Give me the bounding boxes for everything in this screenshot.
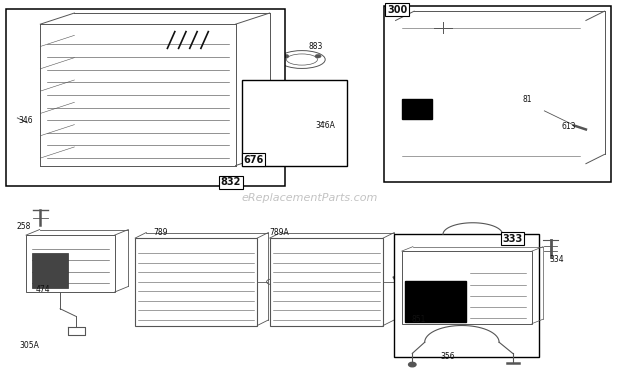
Circle shape <box>409 362 416 367</box>
Text: 474: 474 <box>36 285 51 294</box>
Circle shape <box>498 71 504 75</box>
Circle shape <box>518 71 524 75</box>
Bar <box>405 281 466 322</box>
Circle shape <box>538 95 544 99</box>
Text: 300: 300 <box>387 5 407 15</box>
Bar <box>135 238 257 326</box>
Text: 789A: 789A <box>270 228 290 237</box>
Text: 81: 81 <box>522 95 531 104</box>
Circle shape <box>498 83 504 87</box>
Bar <box>270 238 383 326</box>
Circle shape <box>538 83 544 87</box>
Bar <box>384 6 611 182</box>
Text: 676: 676 <box>243 155 264 165</box>
Circle shape <box>498 95 504 99</box>
Text: 883: 883 <box>309 42 323 51</box>
Circle shape <box>557 71 564 75</box>
Circle shape <box>518 95 524 99</box>
Circle shape <box>557 83 564 87</box>
Text: 851: 851 <box>411 315 425 324</box>
Bar <box>242 80 347 166</box>
Circle shape <box>518 83 524 87</box>
Text: 356: 356 <box>440 352 455 361</box>
Circle shape <box>279 119 289 125</box>
FancyBboxPatch shape <box>392 19 589 166</box>
Text: 346A: 346A <box>315 121 335 130</box>
Bar <box>402 251 532 324</box>
Text: 258: 258 <box>17 222 31 231</box>
Circle shape <box>315 54 321 58</box>
Text: 305A: 305A <box>20 341 40 350</box>
Text: 334: 334 <box>549 255 564 264</box>
Text: 333: 333 <box>502 234 523 244</box>
Text: 346: 346 <box>19 116 33 125</box>
Bar <box>6 9 285 186</box>
Bar <box>32 253 68 288</box>
Text: 613: 613 <box>561 122 575 131</box>
Text: 832: 832 <box>221 177 241 187</box>
Circle shape <box>283 54 289 58</box>
Bar <box>402 99 432 119</box>
Text: 789: 789 <box>154 228 168 237</box>
Circle shape <box>538 71 544 75</box>
Bar <box>394 234 539 357</box>
Bar <box>26 235 115 292</box>
Circle shape <box>557 95 564 99</box>
Text: eReplacementParts.com: eReplacementParts.com <box>242 193 378 203</box>
